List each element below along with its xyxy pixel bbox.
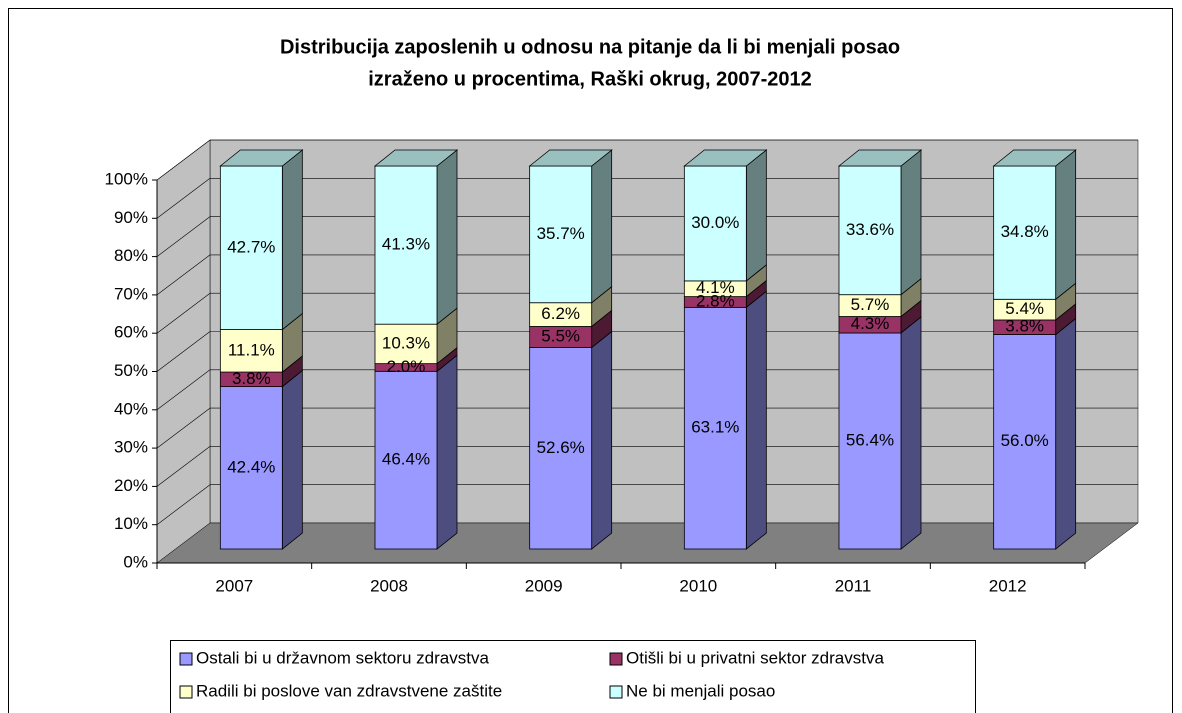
data-label: 63.1% — [691, 418, 739, 437]
legend-marker — [179, 652, 193, 666]
data-label: 35.7% — [537, 224, 585, 243]
x-tick-label: 2010 — [679, 576, 717, 595]
bar-top — [837, 149, 923, 167]
bar-side — [281, 149, 303, 331]
x-tick-label: 2011 — [835, 576, 872, 595]
bar-top — [219, 149, 304, 167]
grid-line — [156, 139, 211, 181]
bar — [374, 165, 438, 325]
bar-side — [900, 316, 922, 550]
legend — [170, 640, 976, 713]
data-label: 11.1% — [228, 340, 275, 359]
bar — [374, 370, 438, 550]
bar-side — [436, 354, 458, 550]
data-label: 46.4% — [382, 450, 430, 469]
y-tick-label: 80% — [114, 246, 148, 265]
grid-line — [156, 369, 211, 411]
data-label: 42.7% — [227, 237, 275, 256]
bar-side — [745, 290, 767, 550]
bar — [993, 334, 1057, 550]
data-label: 56.0% — [1001, 431, 1049, 450]
data-label: 30.0% — [691, 213, 739, 232]
data-label: 10.3% — [382, 333, 430, 352]
y-tick-label: 40% — [114, 399, 148, 418]
data-label: 4.1% — [696, 278, 735, 297]
legend-label: Radili bi poslove van zdravstvene zaštit… — [196, 681, 502, 700]
x-tick-label: 2009 — [525, 576, 563, 595]
legend-marker — [609, 685, 623, 699]
x-tick-label: 2012 — [989, 576, 1027, 595]
floor — [156, 522, 1139, 564]
legend-marker — [179, 685, 193, 699]
grid-line — [156, 484, 211, 525]
data-label: 34.8% — [1001, 222, 1049, 241]
y-tick-label: 60% — [114, 323, 148, 342]
legend-label: Ne bi menjali posao — [626, 681, 775, 700]
data-label: 2.8% — [696, 291, 735, 310]
data-label: 33.6% — [846, 220, 894, 239]
bar-side — [745, 149, 767, 282]
data-label: 5.7% — [851, 295, 890, 314]
y-tick-label: 0% — [123, 552, 148, 571]
bar-side — [1055, 317, 1077, 550]
data-label: 5.4% — [1005, 299, 1044, 318]
data-label: 5.5% — [541, 326, 580, 345]
legend-marker — [609, 652, 623, 666]
bar — [838, 165, 902, 296]
grid-line — [156, 292, 211, 334]
y-tick-label: 20% — [114, 476, 148, 495]
grid-line — [156, 446, 211, 487]
y-tick-label: 100% — [105, 169, 148, 188]
bar — [529, 347, 593, 550]
data-label: 41.3% — [382, 235, 430, 254]
grid-line — [156, 254, 211, 296]
bar — [374, 323, 438, 365]
data-label: 3.8% — [1005, 317, 1044, 336]
bar — [529, 165, 593, 304]
grid-line — [156, 178, 211, 219]
grid-line — [156, 216, 211, 257]
grid-line — [156, 407, 211, 449]
y-tick-label: 70% — [114, 284, 148, 303]
legend-label: Ostali bi u državnom sektoru zdravstva — [196, 648, 489, 667]
bar-side — [281, 369, 303, 550]
y-tick-label: 90% — [114, 208, 148, 227]
chart-title: izraženo u procentima, Raški okrug, 2007… — [368, 68, 812, 90]
bar — [219, 386, 283, 550]
bar-top — [373, 149, 459, 167]
data-label: 2.0% — [387, 357, 426, 376]
bar — [219, 165, 283, 330]
grid-line — [156, 331, 211, 372]
data-label: 42.4% — [227, 457, 275, 476]
bar — [219, 329, 283, 373]
legend-label: Otišli bi u privatni sektor zdravstva — [626, 648, 884, 667]
bar-top — [528, 149, 613, 167]
data-label: 4.3% — [851, 314, 890, 333]
bar — [838, 332, 902, 550]
data-label: 3.8% — [232, 369, 271, 388]
bar — [993, 165, 1057, 300]
bar-top — [683, 149, 768, 167]
y-tick-label: 50% — [114, 361, 148, 380]
bar-top — [992, 149, 1077, 167]
chart-title: Distribucija zaposlenih u odnosu na pita… — [280, 36, 900, 58]
bar — [683, 306, 747, 550]
bar-side — [591, 330, 613, 550]
y-tick-label: 10% — [114, 514, 148, 533]
bar — [683, 165, 747, 282]
x-tick-label: 2007 — [215, 576, 253, 595]
bar-side — [1055, 149, 1077, 301]
data-label: 6.2% — [541, 304, 580, 323]
bar-side — [591, 149, 613, 304]
bar-side — [900, 149, 922, 296]
y-tick-label: 30% — [114, 438, 148, 457]
bar-side — [436, 149, 458, 326]
data-label: 52.6% — [537, 438, 585, 457]
data-label: 56.4% — [846, 430, 894, 449]
x-tick-label: 2008 — [370, 576, 408, 595]
